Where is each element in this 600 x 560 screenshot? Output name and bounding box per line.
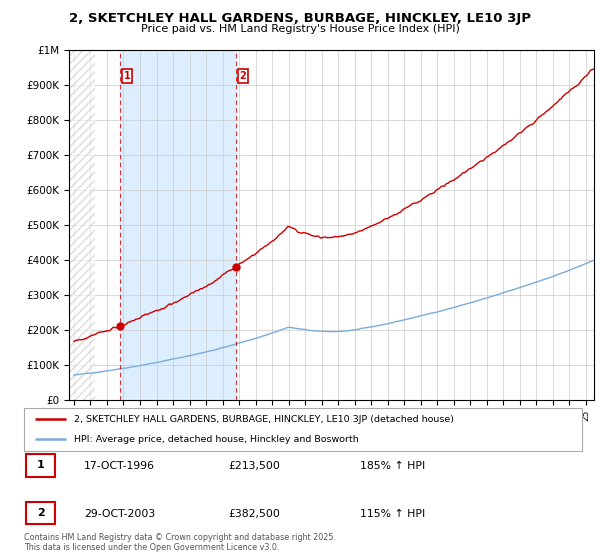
Text: 2, SKETCHLEY HALL GARDENS, BURBAGE, HINCKLEY, LE10 3JP (detached house): 2, SKETCHLEY HALL GARDENS, BURBAGE, HINC… bbox=[74, 415, 454, 424]
Text: 29-OCT-2003: 29-OCT-2003 bbox=[84, 509, 155, 519]
FancyBboxPatch shape bbox=[26, 502, 55, 524]
Text: 115% ↑ HPI: 115% ↑ HPI bbox=[360, 509, 425, 519]
Text: £213,500: £213,500 bbox=[228, 461, 280, 472]
Text: HPI: Average price, detached house, Hinckley and Bosworth: HPI: Average price, detached house, Hinc… bbox=[74, 435, 359, 444]
Text: £382,500: £382,500 bbox=[228, 509, 280, 519]
Text: 2, SKETCHLEY HALL GARDENS, BURBAGE, HINCKLEY, LE10 3JP: 2, SKETCHLEY HALL GARDENS, BURBAGE, HINC… bbox=[69, 12, 531, 25]
FancyBboxPatch shape bbox=[24, 408, 582, 451]
Text: 1: 1 bbox=[37, 460, 44, 470]
Text: 185% ↑ HPI: 185% ↑ HPI bbox=[360, 461, 425, 472]
Text: 17-OCT-1996: 17-OCT-1996 bbox=[84, 461, 155, 472]
Text: Contains HM Land Registry data © Crown copyright and database right 2025.
This d: Contains HM Land Registry data © Crown c… bbox=[24, 533, 336, 552]
Bar bbox=[120, 50, 236, 400]
Text: 2: 2 bbox=[37, 508, 44, 518]
Text: 2: 2 bbox=[239, 71, 246, 81]
FancyBboxPatch shape bbox=[26, 454, 55, 477]
Text: 1: 1 bbox=[124, 71, 130, 81]
Text: Price paid vs. HM Land Registry's House Price Index (HPI): Price paid vs. HM Land Registry's House … bbox=[140, 24, 460, 34]
